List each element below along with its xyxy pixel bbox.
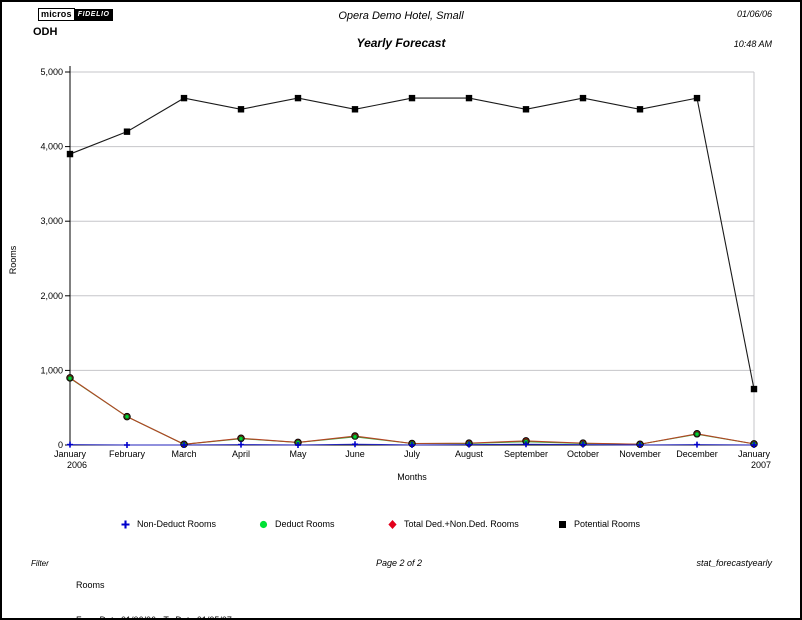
plus-marker-icon [121, 520, 130, 529]
report-title: Yearly Forecast [356, 36, 446, 50]
run-time: 10:48 AM [733, 39, 772, 49]
legend-label: Total Ded.+Non.Ded. Rooms [404, 519, 519, 529]
legend-label: Deduct Rooms [275, 519, 335, 529]
svg-text:January: January [54, 449, 87, 459]
svg-text:November: November [619, 449, 661, 459]
svg-text:June: June [345, 449, 365, 459]
svg-text:1,000: 1,000 [40, 365, 63, 375]
logo-fidelio-text: FIDELIO [74, 8, 113, 21]
svg-text:April: April [232, 449, 250, 459]
legend-item-total: Total Ded.+Non.Ded. Rooms [388, 519, 519, 529]
svg-text:Rooms: Rooms [8, 245, 18, 274]
legend-item-deduct: Deduct Rooms [259, 519, 335, 529]
run-date: 01/06/06 [736, 9, 772, 19]
svg-text:5,000: 5,000 [40, 67, 63, 77]
legend-label: Potential Rooms [574, 519, 641, 529]
filter-label: Filter [31, 559, 49, 568]
report-id: stat_forecastyearly [696, 558, 772, 568]
hotel-name: Opera Demo Hotel, Small [338, 10, 464, 22]
svg-text:October: October [567, 449, 599, 459]
svg-text:Months: Months [397, 472, 427, 482]
svg-text:March: March [171, 449, 196, 459]
property-code: ODH [33, 26, 58, 38]
filter-line: Rooms [76, 580, 105, 590]
square-marker-icon [558, 520, 567, 529]
legend-item-non-deduct: Non-Deduct Rooms [121, 519, 216, 529]
svg-text:September: September [504, 449, 548, 459]
diamond-marker-icon [388, 519, 397, 529]
svg-text:0: 0 [58, 440, 63, 450]
filter-line: From Date 01/06/06 To Date 01/05/07 [76, 614, 232, 620]
svg-text:January: January [738, 449, 771, 459]
svg-text:July: July [404, 449, 421, 459]
svg-text:4,000: 4,000 [40, 142, 63, 152]
page-number: Page 2 of 2 [376, 558, 423, 568]
logo-micros-text: micros [38, 8, 75, 21]
svg-text:2007: 2007 [751, 460, 771, 470]
svg-text:2006: 2006 [67, 460, 87, 470]
svg-text:2,000: 2,000 [40, 291, 63, 301]
svg-text:August: August [455, 449, 484, 459]
svg-text:May: May [289, 449, 307, 459]
legend-label: Non-Deduct Rooms [137, 519, 217, 529]
filter-details: Rooms From Date 01/06/06 To Date 01/05/0… [76, 557, 232, 620]
legend-item-potential: Potential Rooms [558, 519, 640, 529]
svg-text:February: February [109, 449, 146, 459]
circle-marker-icon [259, 520, 268, 529]
svg-text:December: December [676, 449, 718, 459]
forecast-chart: 01,0002,0003,0004,0005,000January2006Feb… [8, 66, 771, 482]
svg-text:3,000: 3,000 [40, 216, 63, 226]
micros-fidelio-logo: micros FIDELIO [38, 8, 113, 21]
